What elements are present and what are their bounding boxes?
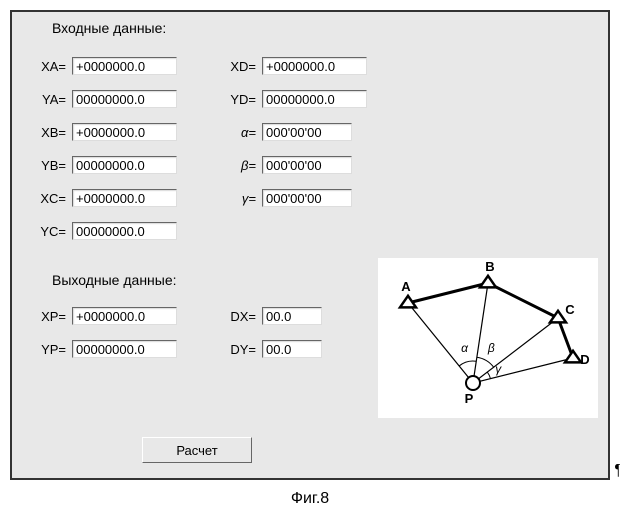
svg-text:α: α xyxy=(461,341,469,355)
label-XC: XC= xyxy=(32,191,66,206)
label-YC: YC= xyxy=(32,224,66,239)
input-alpha[interactable] xyxy=(262,123,352,141)
svg-text:A: A xyxy=(401,279,411,294)
label-YD: YD= xyxy=(222,92,256,107)
input-DY[interactable] xyxy=(262,340,322,358)
input-XD[interactable] xyxy=(262,57,367,75)
input-YP[interactable] xyxy=(72,340,177,358)
geometry-diagram: α βγ A B C D P xyxy=(378,258,598,418)
input-DX[interactable] xyxy=(262,307,322,325)
field-YA: YA= xyxy=(32,90,177,108)
svg-text:C: C xyxy=(565,302,575,317)
svg-text:P: P xyxy=(465,391,474,406)
label-XD: XD= xyxy=(222,59,256,74)
input-XB[interactable] xyxy=(72,123,177,141)
label-XA: XA= xyxy=(32,59,66,74)
field-beta: β= xyxy=(232,156,352,174)
input-XP[interactable] xyxy=(72,307,177,325)
field-YB: YB= xyxy=(32,156,177,174)
label-XB: XB= xyxy=(32,125,66,140)
figure-caption: Фиг.8 xyxy=(0,490,620,508)
field-XB: XB= xyxy=(32,123,177,141)
field-XP: XP= xyxy=(32,307,177,325)
label-gamma: γ= xyxy=(232,191,256,206)
input-YC[interactable] xyxy=(72,222,177,240)
calc-button[interactable]: Расчет xyxy=(142,437,252,463)
field-alpha: α= xyxy=(232,123,352,141)
input-XA[interactable] xyxy=(72,57,177,75)
input-gamma[interactable] xyxy=(262,189,352,207)
input-section-label: Входные данные: xyxy=(52,20,166,36)
label-YA: YA= xyxy=(32,92,66,107)
output-section-label: Выходные данные: xyxy=(52,272,177,288)
svg-text:β: β xyxy=(487,341,495,355)
field-DY: DY= xyxy=(222,340,322,358)
input-beta[interactable] xyxy=(262,156,352,174)
input-XC[interactable] xyxy=(72,189,177,207)
svg-text:B: B xyxy=(485,259,494,274)
pilcrow-mark: ¶ xyxy=(614,462,620,480)
field-YC: YC= xyxy=(32,222,177,240)
field-XD: XD= xyxy=(222,57,367,75)
svg-text:γ: γ xyxy=(495,362,502,376)
svg-text:D: D xyxy=(580,352,589,367)
field-XA: XA= xyxy=(32,57,177,75)
field-DX: DX= xyxy=(222,307,322,325)
input-YA[interactable] xyxy=(72,90,177,108)
input-YD[interactable] xyxy=(262,90,367,108)
label-YB: YB= xyxy=(32,158,66,173)
field-YD: YD= xyxy=(222,90,367,108)
label-alpha: α= xyxy=(232,125,256,140)
field-YP: YP= xyxy=(32,340,177,358)
field-XC: XC= xyxy=(32,189,177,207)
input-YB[interactable] xyxy=(72,156,177,174)
label-DX: DX= xyxy=(222,309,256,324)
main-panel: Входные данные: XA= YA= XB= YB= XC= YC= … xyxy=(10,10,610,480)
field-gamma: γ= xyxy=(232,189,352,207)
label-DY: DY= xyxy=(222,342,256,357)
label-beta: β= xyxy=(232,158,256,173)
label-YP: YP= xyxy=(32,342,66,357)
label-XP: XP= xyxy=(32,309,66,324)
